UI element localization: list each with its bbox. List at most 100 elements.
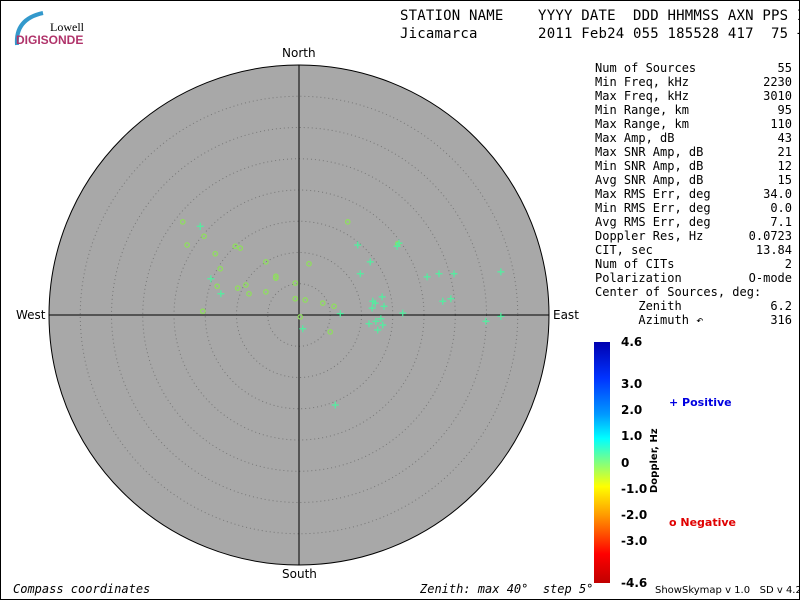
colorbar-tick-label: -3.0 <box>621 534 648 549</box>
coordinates-note: Compass coordinates <box>13 582 151 596</box>
stat-label: Center of Sources, deg: <box>595 285 762 299</box>
negative-doppler-point <box>214 283 220 290</box>
positive-doppler-point <box>450 270 458 278</box>
stat-label: Avg SNR Amp, dB <box>595 173 704 187</box>
negative-doppler-point <box>344 219 351 225</box>
stat-row: Avg RMS Err, deg 7.1 <box>595 215 792 229</box>
stat-value: 95 <box>777 103 792 117</box>
positive-doppler-point <box>371 299 379 307</box>
legend-positive-label: Positive <box>682 396 732 409</box>
stat-label: Min SNR Amp, dB <box>595 159 704 173</box>
colorbar-tick-label: 4.6 <box>621 335 643 349</box>
north-label: North <box>282 46 316 60</box>
negative-doppler-point <box>199 308 206 315</box>
positive-doppler-point <box>399 309 407 317</box>
digisonde-logo: Lowell DIGISONDE <box>9 9 89 49</box>
negative-doppler-point <box>331 303 337 310</box>
positive-doppler-point <box>439 297 447 305</box>
stat-label: Max RMS Err, deg <box>595 187 711 201</box>
positive-doppler-point <box>207 275 215 283</box>
stat-row: Min Range, km 95 <box>595 103 792 117</box>
stat-value: 7.1 <box>770 215 792 229</box>
stat-value: 110 <box>770 117 792 131</box>
positive-doppler-point <box>435 270 443 278</box>
colorbar-tick-label: 1.0 <box>621 429 643 444</box>
stat-row: Num of Sources 55 <box>595 61 792 75</box>
version-label: ShowSkymap v 1.0 SD v 4.2 <box>655 585 800 596</box>
negative-doppler-point <box>184 242 190 248</box>
stat-value: 316 <box>770 313 792 327</box>
stat-label: Max Amp, dB <box>595 131 675 145</box>
negative-doppler-point <box>246 290 252 297</box>
stat-value: 2 <box>784 257 792 271</box>
stat-row: Max Amp, dB 43 <box>595 131 792 145</box>
stat-row: Zenith 6.2 <box>595 299 792 313</box>
legend-negative-label: Negative <box>680 516 737 529</box>
stat-row: Max Freq, kHz 3010 <box>595 89 792 103</box>
stat-row: Azimuth ↶ 316 <box>595 313 792 327</box>
negative-doppler-point <box>212 250 219 257</box>
stat-label: Min RMS Err, deg <box>595 201 711 215</box>
logo-swoosh-icon <box>14 11 44 46</box>
stat-value: 6.2 <box>770 299 792 313</box>
negative-doppler-point <box>217 265 224 272</box>
east-label: East <box>553 308 579 322</box>
logo-digisonde: DIGISONDE <box>16 33 84 47</box>
negative-doppler-point <box>201 233 207 240</box>
positive-doppler-point <box>447 295 455 303</box>
negative-doppler-point <box>273 273 279 280</box>
stat-label: Min Range, km <box>595 103 689 117</box>
positive-doppler-point <box>196 222 204 230</box>
legend-negative: o Negative <box>669 516 737 529</box>
stat-value: 0.0723 <box>748 229 792 243</box>
negative-doppler-point <box>263 259 269 265</box>
stat-row: CIT, sec 13.84 <box>595 243 792 257</box>
positive-doppler-point <box>356 270 364 278</box>
zenith-note: Zenith: max 40° step 5° <box>420 582 594 596</box>
negative-doppler-point <box>297 314 304 320</box>
positive-doppler-point <box>365 320 373 328</box>
stat-label: Polarization <box>595 271 682 285</box>
positive-doppler-point <box>354 241 362 249</box>
positive-doppler-point <box>378 293 386 301</box>
colorbar-tick-label: -1.0 <box>621 481 648 496</box>
legend-positive: + Positive <box>669 396 732 409</box>
negative-doppler-point <box>319 300 326 306</box>
positive-doppler-point <box>336 310 344 318</box>
positive-doppler-point <box>366 258 374 266</box>
stat-row: Min RMS Err, deg 0.0 <box>595 201 792 215</box>
negative-doppler-point <box>302 297 309 303</box>
negative-doppler-point <box>306 260 312 267</box>
stat-value: 43 <box>777 131 792 145</box>
stat-label: Min Freq, kHz <box>595 75 689 89</box>
stat-row: Num of CITs 2 <box>595 257 792 271</box>
stat-row: Max SNR Amp, dB 21 <box>595 145 792 159</box>
skymap-plot <box>48 64 550 566</box>
logo-lowell: Lowell <box>50 20 84 34</box>
positive-doppler-point <box>331 401 339 409</box>
header-columns: STATION NAME YYYY DATE DDD HHMMSS AXN PP… <box>400 8 800 24</box>
south-label: South <box>282 567 317 581</box>
colorbar-tick-label: -2.0 <box>621 507 648 522</box>
positive-doppler-point <box>497 312 505 320</box>
stat-row: Center of Sources, deg: <box>595 285 792 299</box>
stat-label: Num of CITs <box>595 257 675 271</box>
colorbar-tick-label: -4.6 <box>621 576 648 590</box>
stat-label: Num of Sources <box>595 61 697 75</box>
stat-row: Max Range, km 110 <box>595 117 792 131</box>
stat-value: 34.0 <box>763 187 792 201</box>
stat-value: 3010 <box>763 89 792 103</box>
stat-row: Doppler Res, Hz 0.0723 <box>595 229 792 243</box>
stat-row: Polarization O-mode <box>595 271 792 285</box>
negative-doppler-point <box>292 295 299 302</box>
stat-value: 12 <box>777 159 792 173</box>
stat-value: 55 <box>777 61 792 75</box>
doppler-colorbar <box>594 342 610 583</box>
stat-row: Min SNR Amp, dB 12 <box>595 159 792 173</box>
stat-label: Avg RMS Err, deg <box>595 215 711 229</box>
colorbar-tick-label: 0 <box>621 455 630 470</box>
stat-label: Max SNR Amp, dB <box>595 145 704 159</box>
negative-doppler-point <box>232 243 239 250</box>
positive-doppler-point <box>217 290 225 298</box>
